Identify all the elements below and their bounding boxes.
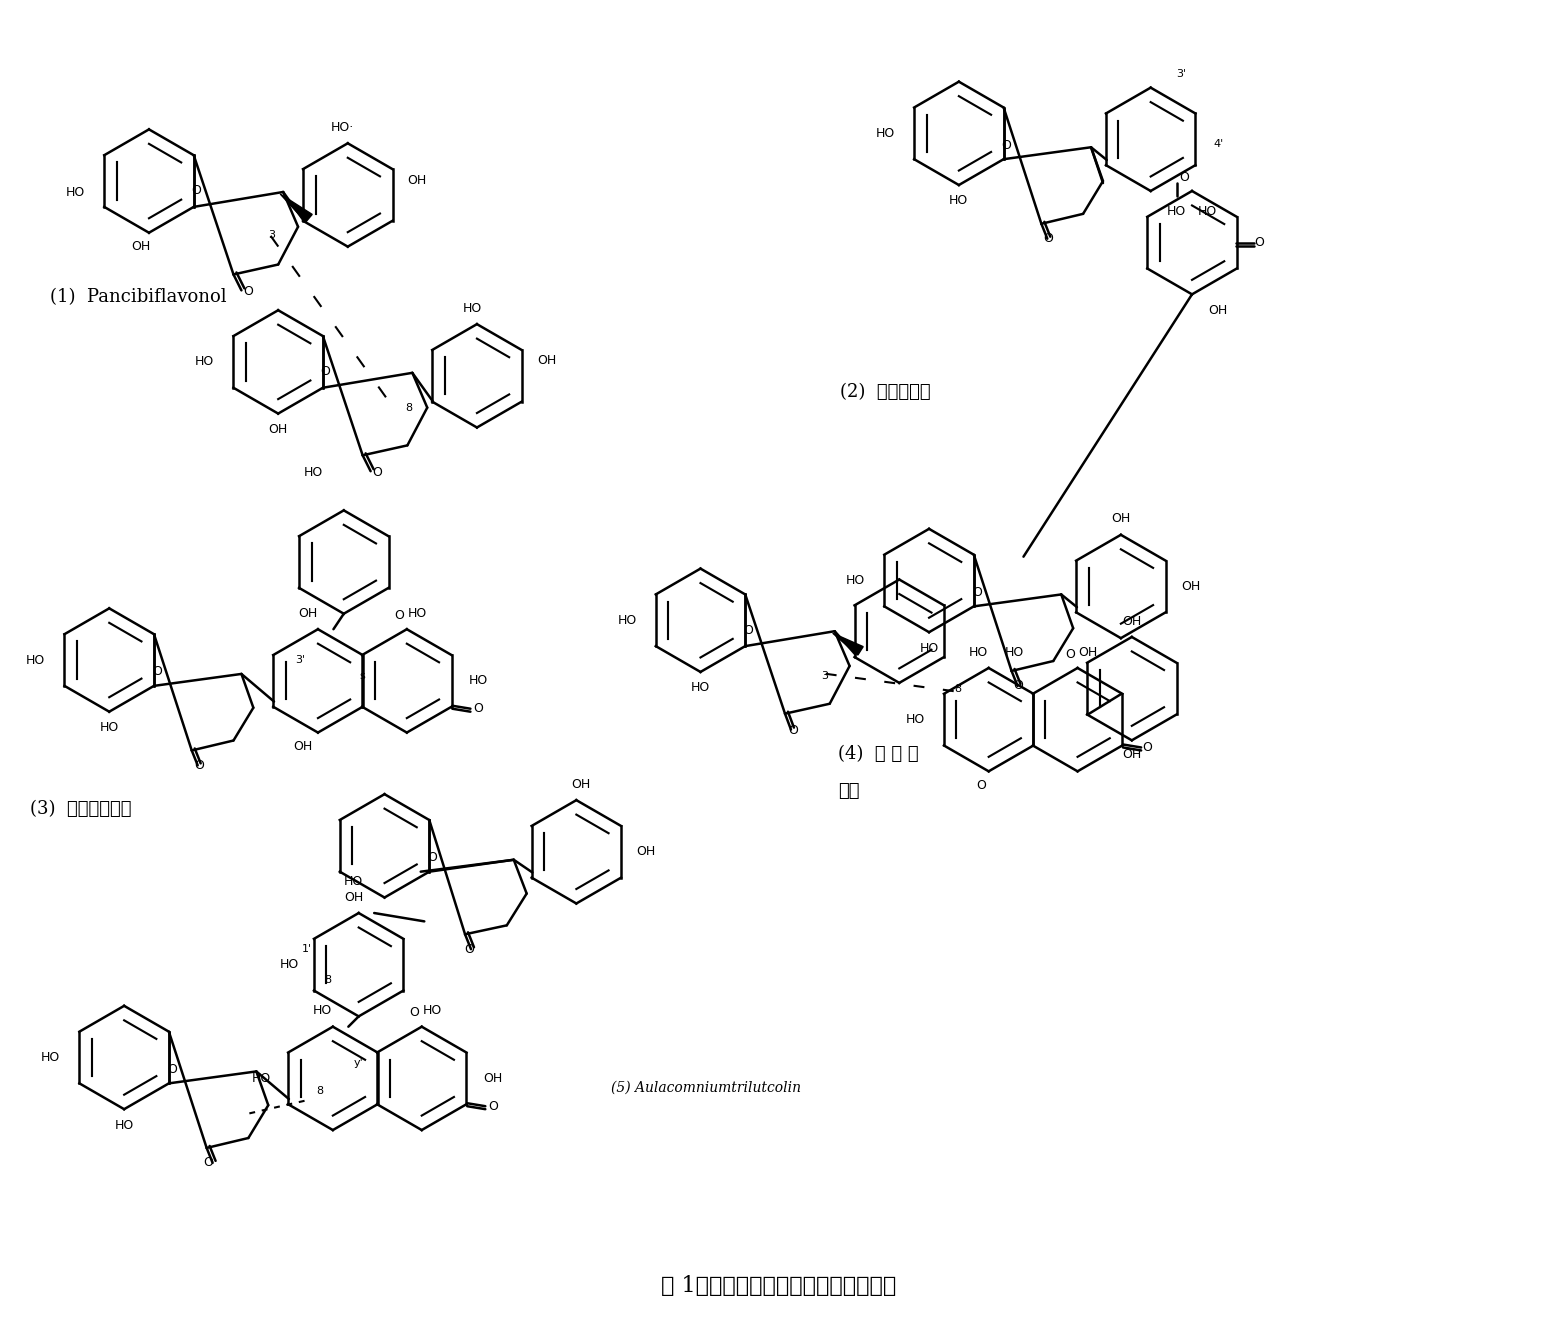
Text: 3': 3' bbox=[1176, 69, 1187, 78]
Text: OH: OH bbox=[1181, 580, 1200, 593]
Text: HO: HO bbox=[1167, 206, 1186, 218]
Text: 3: 3 bbox=[821, 671, 829, 681]
Text: O: O bbox=[464, 942, 474, 955]
Text: (4)  藤 黄 双: (4) 藤 黄 双 bbox=[838, 746, 918, 763]
Text: O: O bbox=[975, 779, 986, 792]
Text: HO: HO bbox=[279, 958, 299, 971]
Text: 8: 8 bbox=[953, 683, 961, 694]
Text: O: O bbox=[410, 1006, 419, 1019]
Text: 黄酮: 黄酮 bbox=[838, 782, 858, 800]
Text: OH: OH bbox=[293, 740, 312, 752]
Text: HO: HO bbox=[969, 645, 988, 658]
Text: (1)  Pancibiflavonol: (1) Pancibiflavonol bbox=[50, 288, 226, 307]
Text: OH: OH bbox=[131, 240, 151, 253]
Text: OH: OH bbox=[1111, 512, 1131, 525]
Text: (3)  穗花杉双黄酮: (3) 穗花杉双黄酮 bbox=[30, 800, 131, 817]
Text: OH: OH bbox=[1122, 614, 1142, 628]
Text: O: O bbox=[1014, 679, 1024, 693]
Text: O: O bbox=[190, 184, 201, 198]
Text: 图 1：一些双类黄酮和三类黄酮的结构: 图 1：一些双类黄酮和三类黄酮的结构 bbox=[662, 1275, 896, 1296]
Text: HO: HO bbox=[469, 674, 488, 687]
Text: HO: HO bbox=[100, 721, 118, 734]
Polygon shape bbox=[832, 633, 863, 656]
Text: O: O bbox=[204, 1156, 213, 1169]
Text: HO: HO bbox=[41, 1051, 61, 1064]
Text: HO: HO bbox=[617, 614, 637, 626]
Text: HO: HO bbox=[1198, 206, 1217, 218]
Text: O: O bbox=[394, 609, 404, 622]
Text: OH: OH bbox=[572, 778, 590, 791]
Text: O: O bbox=[1044, 232, 1053, 245]
Text: OH: OH bbox=[298, 606, 318, 620]
Polygon shape bbox=[280, 194, 312, 222]
Text: HO: HO bbox=[949, 195, 969, 207]
Text: HO: HO bbox=[422, 1005, 441, 1018]
Text: HO: HO bbox=[65, 187, 86, 199]
Text: OH: OH bbox=[636, 845, 656, 859]
Text: OH: OH bbox=[1078, 645, 1097, 658]
Text: O: O bbox=[319, 365, 330, 378]
Text: O: O bbox=[972, 587, 982, 598]
Text: 4': 4' bbox=[1214, 139, 1223, 149]
Text: OH: OH bbox=[483, 1072, 503, 1085]
Text: HO: HO bbox=[876, 127, 894, 139]
Text: HO: HO bbox=[846, 575, 865, 587]
Text: (2)  金莲木黄酮: (2) 金莲木黄酮 bbox=[840, 382, 930, 401]
Text: HO: HO bbox=[344, 874, 363, 888]
Text: HO: HO bbox=[463, 301, 481, 314]
Text: O: O bbox=[1142, 740, 1151, 754]
Text: HO: HO bbox=[252, 1072, 271, 1085]
Text: 3': 3' bbox=[294, 656, 305, 665]
Text: O: O bbox=[743, 624, 753, 637]
Text: OH: OH bbox=[538, 354, 556, 368]
Text: O: O bbox=[788, 725, 798, 736]
Text: O: O bbox=[372, 466, 383, 479]
Text: HO: HO bbox=[26, 653, 45, 666]
Text: O: O bbox=[243, 285, 254, 297]
Text: OH: OH bbox=[1209, 304, 1228, 317]
Text: 1': 1' bbox=[302, 945, 312, 954]
Text: y': y' bbox=[354, 1058, 363, 1068]
Text: HO: HO bbox=[195, 356, 215, 369]
Text: 3: 3 bbox=[268, 230, 274, 240]
Text: O: O bbox=[193, 759, 204, 772]
Text: HO: HO bbox=[690, 681, 710, 694]
Text: O: O bbox=[1179, 171, 1189, 183]
Text: s: s bbox=[358, 670, 365, 681]
Text: O: O bbox=[153, 665, 162, 678]
Text: 8: 8 bbox=[405, 402, 411, 413]
Text: O: O bbox=[1002, 139, 1011, 151]
Text: O: O bbox=[1064, 648, 1075, 661]
Text: HO: HO bbox=[304, 466, 323, 479]
Text: HO·: HO· bbox=[332, 121, 354, 134]
Text: O: O bbox=[167, 1063, 176, 1076]
Text: HO: HO bbox=[919, 641, 938, 654]
Text: (5) Aulacomniumtrilutcolin: (5) Aulacomniumtrilutcolin bbox=[611, 1080, 801, 1095]
Text: HO: HO bbox=[408, 606, 427, 620]
Text: O: O bbox=[427, 852, 438, 864]
Text: HO: HO bbox=[1005, 645, 1024, 658]
Text: OH: OH bbox=[344, 890, 363, 904]
Text: HO: HO bbox=[313, 1005, 332, 1018]
Text: HO: HO bbox=[905, 713, 925, 726]
Text: OH: OH bbox=[1122, 747, 1142, 760]
Text: 8: 8 bbox=[324, 975, 332, 985]
Text: O: O bbox=[474, 702, 483, 715]
Text: HO: HO bbox=[115, 1119, 134, 1132]
Text: 8: 8 bbox=[316, 1085, 324, 1096]
Text: OH: OH bbox=[408, 174, 427, 187]
Text: O: O bbox=[1254, 236, 1265, 249]
Text: O: O bbox=[488, 1100, 499, 1113]
Text: OH: OH bbox=[268, 423, 288, 437]
